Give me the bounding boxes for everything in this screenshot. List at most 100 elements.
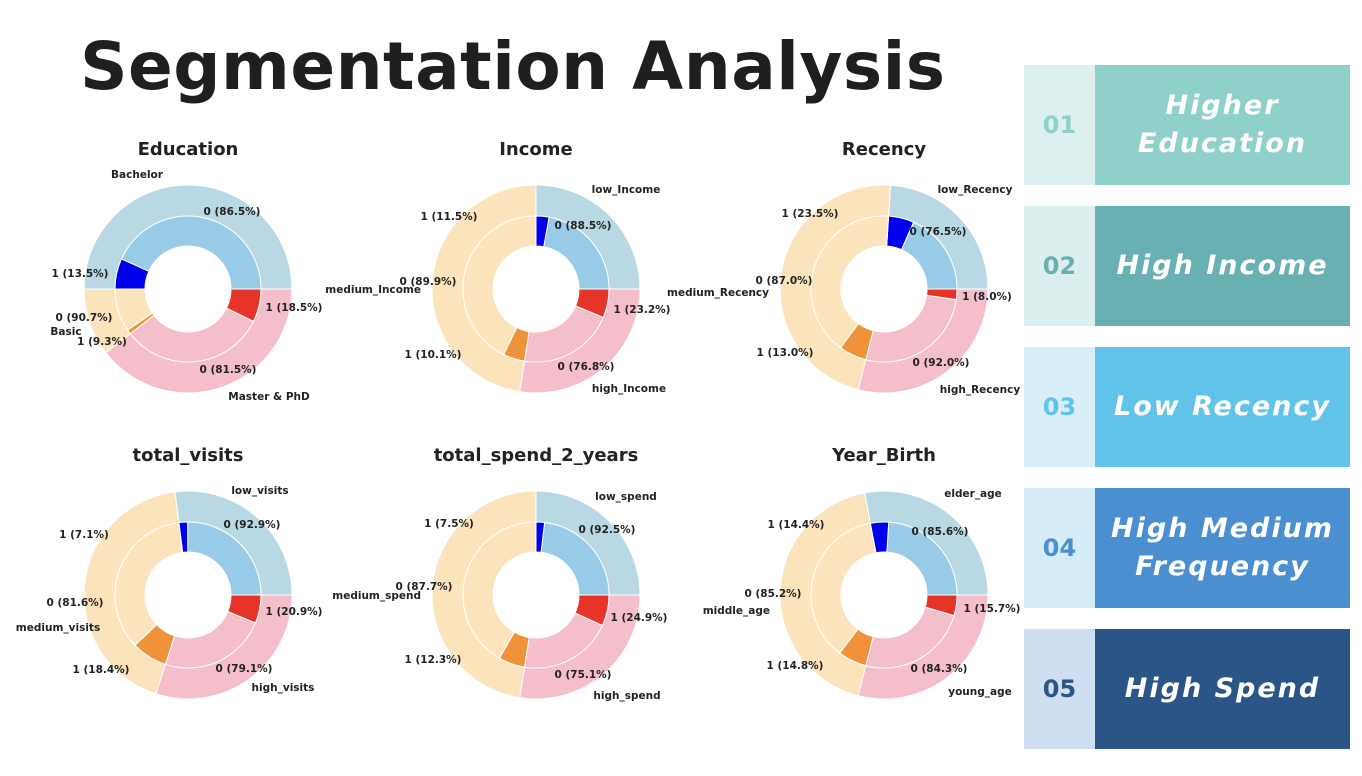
year-birth-chart: Year_Birth elder_age middle_age young_age 0 … [703, 436, 1064, 736]
card-label: Higher Education [1095, 65, 1350, 185]
recency-donut-svg: Recency low_Recency medium_Recency high_Rec… [667, 139, 1021, 396]
segment-label: elder_age [944, 488, 1002, 500]
slice-label: 1 (11.5%) [421, 211, 478, 223]
inner-ring-slice [574, 594, 610, 627]
card-label: Low Recency [1095, 347, 1350, 467]
slice-label: 0 (85.2%) [745, 588, 802, 600]
inner-ring-slice [114, 522, 184, 646]
segment-label: medium_Recency [667, 287, 769, 299]
total-visits-chart: total_visits low_visits medium_visits high_… [8, 436, 368, 736]
income-donut-svg: Income low_Income medium_Income high_Income… [325, 139, 671, 395]
slice-label: 0 (92.9%) [224, 519, 281, 531]
total-spend-donut-svg: total_spend_2_years low_spend medium_spend… [332, 445, 668, 702]
segment-label: low_Income [592, 184, 661, 196]
inner-ring-slice [462, 215, 537, 356]
inner-ring-slice [120, 215, 262, 290]
slice-label: 0 (89.9%) [400, 276, 457, 288]
card-label-line2: Frequency [1135, 551, 1310, 582]
slice-label: 1 (23.2%) [614, 304, 671, 316]
segment-label: Master & PhD [228, 391, 310, 403]
segment-label: medium_Income [325, 284, 421, 296]
year-birth-donut-svg: Year_Birth elder_age middle_age young_age 0 … [703, 445, 1021, 700]
slice-label: 1 (24.9%) [611, 612, 668, 624]
inner-ring-slice [462, 521, 537, 659]
card-05: 05 High Spend [1024, 629, 1350, 749]
slice-label: 1 (10.1%) [405, 349, 462, 361]
slice-label: 1 (13.0%) [757, 347, 814, 359]
card-number: 05 [1024, 629, 1095, 749]
slice-label: 0 (92.5%) [579, 524, 636, 536]
card-label-line1: Low Recency [1114, 391, 1331, 422]
card-label-line1: High Income [1116, 250, 1329, 281]
chart-title: Year_Birth [831, 445, 936, 466]
card-number: 01 [1024, 65, 1095, 185]
slice-label: 1 (7.1%) [59, 529, 109, 541]
slice-label: 0 (84.3%) [911, 663, 968, 675]
inner-ring-slice [574, 288, 610, 319]
slice-label: 1 (20.9%) [266, 606, 323, 618]
slice-label: 1 (13.5%) [52, 268, 109, 280]
education-chart: Education Bachelor Basic Master & PhD 0 (86.… [8, 130, 368, 430]
page-title: Segmentation Analysis [80, 28, 946, 105]
segment-label: young_age [948, 686, 1012, 698]
slice-label: 1 (15.7%) [964, 603, 1021, 615]
slice-label: 0 (87.7%) [396, 581, 453, 593]
card-02: 02 High Income [1024, 206, 1350, 326]
card-label-line1: High Medium [1111, 513, 1334, 544]
slice-label: 0 (87.0%) [756, 275, 813, 287]
inner-ring-slice [227, 594, 262, 624]
card-04: 04 High Medium Frequency [1024, 488, 1350, 608]
education-donut-svg: Education Bachelor Basic Master & PhD 0 (86.… [50, 139, 323, 403]
slice-label: 0 (76.8%) [558, 361, 615, 373]
inner-ring-slice [225, 288, 262, 323]
total-spend-chart: total_spend_2_years low_spend medium_spend… [332, 436, 716, 736]
card-label-line1: Higher [1165, 90, 1280, 121]
chart-title: Income [499, 139, 573, 160]
chart-title: total_spend_2_years [434, 445, 639, 466]
slice-label: 0 (92.0%) [913, 357, 970, 369]
inner-ring-slice [810, 215, 890, 349]
slice-label: 1 (23.5%) [782, 208, 839, 220]
card-number: 03 [1024, 347, 1095, 467]
card-label: High Spend [1095, 629, 1350, 749]
slice-label: 0 (79.1%) [216, 663, 273, 675]
segment-label: Bachelor [111, 169, 164, 181]
inner-ring-slice [924, 594, 958, 617]
segment-label: medium_visits [16, 622, 100, 634]
segment-label: Basic [50, 326, 81, 338]
inner-ring-slice [925, 288, 958, 301]
segment-label: high_spend [593, 690, 660, 702]
segment-label: high_visits [252, 682, 315, 694]
segment-label: high_Income [592, 383, 666, 395]
card-label-line1: High Spend [1124, 673, 1321, 704]
slice-label: 0 (88.5%) [555, 220, 612, 232]
slice-label: 1 (14.4%) [768, 519, 825, 531]
segment-label: low_Recency [938, 184, 1013, 196]
card-label-line2: Education [1137, 128, 1308, 159]
card-number: 02 [1024, 206, 1095, 326]
slice-label: 0 (76.5%) [910, 226, 967, 238]
segment-label: low_spend [595, 491, 657, 503]
recency-chart: Recency low_Recency medium_Recency high_Rec… [667, 130, 1064, 430]
segment-label: low_visits [231, 485, 288, 497]
card-01: 01 Higher Education [1024, 65, 1350, 185]
slice-label: 1 (7.5%) [424, 518, 474, 530]
segment-label: high_Recency [940, 384, 1021, 396]
chart-title: Education [138, 139, 239, 160]
total-visits-donut-svg: total_visits low_visits medium_visits high_… [16, 445, 323, 700]
slice-label: 0 (86.5%) [204, 206, 261, 218]
slice-label: 1 (18.4%) [73, 664, 130, 676]
inner-ring-slice [810, 522, 877, 654]
segment-label: middle_age [703, 605, 770, 617]
slice-label: 0 (81.6%) [47, 597, 104, 609]
inner-ring-slice [129, 307, 255, 363]
card-label: High Medium Frequency [1095, 488, 1350, 608]
card-number: 04 [1024, 488, 1095, 608]
chart-title: Recency [842, 139, 926, 160]
income-chart: Income low_Income medium_Income high_Income… [325, 130, 716, 430]
slice-label: 1 (12.3%) [405, 654, 462, 666]
slice-label: 1 (18.5%) [266, 302, 323, 314]
slice-label: 0 (75.1%) [555, 669, 612, 681]
slice-label: 0 (85.6%) [912, 526, 969, 538]
chart-title: total_visits [133, 445, 244, 466]
